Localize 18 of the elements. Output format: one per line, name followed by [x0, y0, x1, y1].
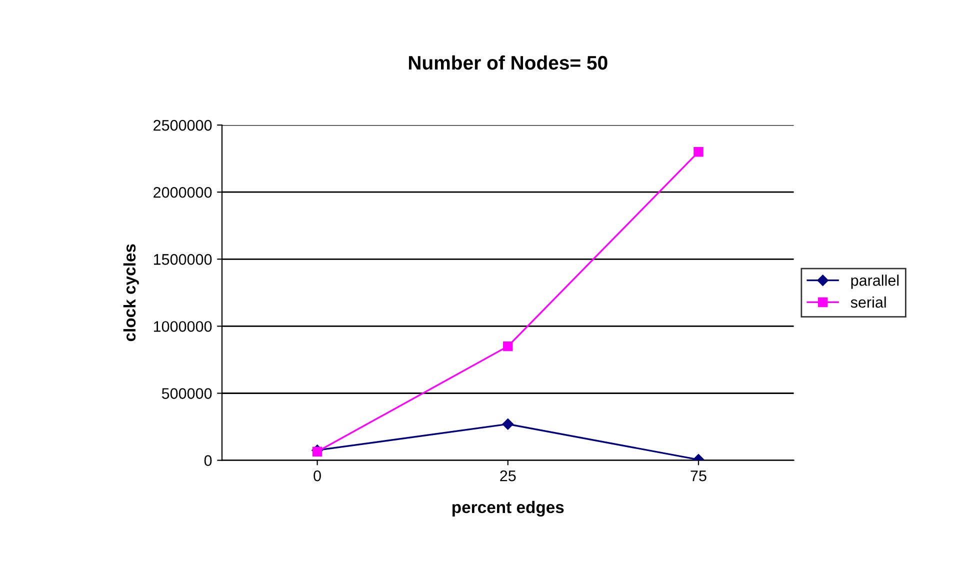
point [694, 147, 704, 157]
x-axis-title: percent edges [452, 500, 564, 517]
chart-title: Number of Nodes= 50 [408, 55, 608, 70]
point [312, 446, 322, 456]
point [502, 418, 514, 430]
y-tick-label: 500000 [162, 388, 212, 399]
x-tick-label: 25 [500, 470, 516, 482]
point [503, 341, 513, 352]
legend-label: parallel [851, 274, 899, 289]
legend-label: serial [850, 296, 886, 308]
y-tick-label: 2500000 [154, 120, 212, 131]
y-tick-label: 1500000 [154, 254, 212, 265]
y-axis-title: clock cycles [123, 244, 139, 342]
y-tick-label: 0 [204, 455, 212, 466]
x-tick-label: 75 [690, 470, 706, 482]
y-tick-label: 1000000 [154, 321, 212, 332]
y-tick-label: 2000000 [154, 186, 212, 198]
x-tick-label: 0 [314, 470, 321, 482]
